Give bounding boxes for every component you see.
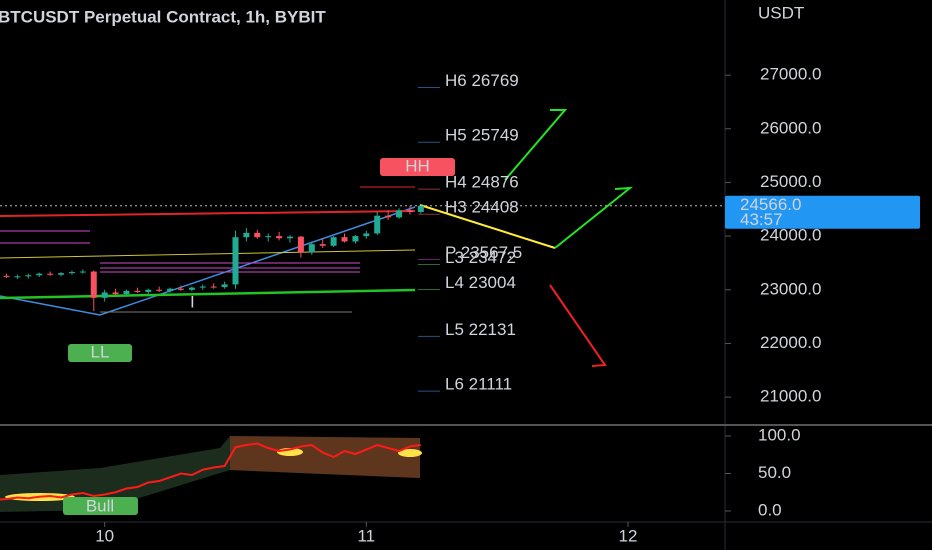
candle-body xyxy=(319,244,326,246)
level-label: H3 24408 xyxy=(445,198,519,217)
candle-body xyxy=(265,236,272,238)
candle-body xyxy=(199,286,206,288)
candle-body xyxy=(396,210,403,218)
x-tick-label: 11 xyxy=(357,526,375,545)
x-tick-label: 10 xyxy=(95,526,114,545)
candle-body xyxy=(406,210,413,212)
candle-body xyxy=(308,244,315,253)
candle-body xyxy=(254,232,261,238)
trend-line xyxy=(0,249,416,259)
osc-tick-label: 0.0 xyxy=(758,500,782,519)
candle-body xyxy=(156,289,163,291)
candle-body xyxy=(36,273,43,276)
bull-label: Bull xyxy=(86,496,114,515)
level-label: L4 23004 xyxy=(445,273,516,292)
level-label: L3 23472 xyxy=(445,248,516,267)
zigzag xyxy=(0,206,416,316)
marker-box xyxy=(380,158,455,176)
osc-tick-label: 100.0 xyxy=(758,426,801,445)
level-label: H5 25749 xyxy=(445,126,519,145)
candle-body xyxy=(341,237,348,242)
candle-body xyxy=(297,236,304,253)
y-axis-label: USDT xyxy=(758,3,804,22)
level-label: P 23567.5 xyxy=(445,243,522,262)
marker-label: LL xyxy=(91,342,110,361)
candle-body xyxy=(243,232,250,238)
pivot-lines xyxy=(0,186,415,313)
level-label: H4 24876 xyxy=(445,173,519,192)
candle-body xyxy=(330,237,337,246)
resistance-line xyxy=(0,210,416,217)
candle-body xyxy=(276,236,283,239)
oscillator-line xyxy=(0,442,421,501)
candle-body xyxy=(112,292,119,295)
last-price-box xyxy=(725,195,920,229)
marker-box xyxy=(68,344,132,362)
x-tick-label: 12 xyxy=(619,526,638,545)
candle-body xyxy=(145,289,152,292)
candle-body xyxy=(14,276,21,278)
marker-label: HH xyxy=(405,156,430,175)
candle-body xyxy=(232,237,239,285)
candle-body xyxy=(3,275,10,277)
marker-label: I xyxy=(190,292,195,311)
candle-body xyxy=(177,288,184,290)
candle-body xyxy=(352,236,359,242)
candle-body xyxy=(79,271,86,273)
level-label: H6 26769 xyxy=(445,71,519,90)
y-tick-label: 27000.0 xyxy=(760,65,821,84)
level-label: L5 22131 xyxy=(445,320,516,339)
last-price-label: 24566.0 xyxy=(740,195,801,214)
candle-body xyxy=(101,292,108,298)
candle-body xyxy=(363,233,370,237)
y-tick-label: 23000.0 xyxy=(760,279,821,298)
y-tick-label: 26000.0 xyxy=(760,118,821,137)
y-tick-label: 21000.0 xyxy=(760,387,821,406)
arrows xyxy=(419,109,634,367)
countdown: 43:57 xyxy=(740,210,783,229)
candle-body xyxy=(123,290,130,295)
support-line xyxy=(0,288,416,300)
y-tick-label: 22000.0 xyxy=(760,333,821,352)
candle-body xyxy=(417,205,424,212)
candle-body xyxy=(47,273,54,275)
bull-box xyxy=(63,497,138,515)
candle-body xyxy=(167,288,174,291)
level-label: L6 21111 xyxy=(445,375,512,394)
candle-body xyxy=(210,286,217,288)
osc-tick-label: 50.0 xyxy=(758,463,791,482)
candle-body xyxy=(25,275,32,277)
chart-title: BTCUSDT Perpetual Contract, 1h, BYBIT xyxy=(0,7,326,26)
candle-body xyxy=(90,271,97,298)
candle-body xyxy=(134,290,141,292)
y-tick-label: 25000.0 xyxy=(760,172,821,191)
candle-body xyxy=(68,272,75,274)
candle-body xyxy=(221,284,228,288)
candle-body xyxy=(374,215,381,234)
y-tick-label: 24000.0 xyxy=(760,226,821,245)
candle-body xyxy=(188,287,195,290)
candle-body xyxy=(385,215,392,218)
candle-body xyxy=(287,236,293,239)
candle-body xyxy=(58,273,65,275)
